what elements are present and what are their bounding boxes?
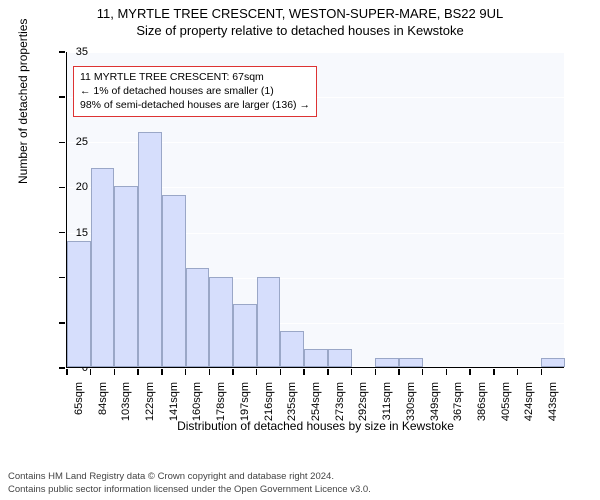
x-tick-label: 141sqm	[168, 382, 180, 422]
annotation-box: 11 MYRTLE TREE CRESCENT: 67sqm ← 1% of d…	[73, 66, 317, 117]
x-tick-label: 160sqm	[191, 382, 203, 422]
x-tick-label: 443sqm	[547, 382, 559, 422]
x-tick	[493, 369, 495, 375]
y-tick-label: 15	[48, 227, 88, 239]
x-tick-label: 65sqm	[73, 382, 85, 422]
x-tick	[66, 369, 68, 375]
plot-area: 0510152025303565sqm84sqm103sqm122sqm141s…	[66, 52, 564, 368]
x-tick	[256, 369, 258, 375]
x-tick-label: 178sqm	[215, 382, 227, 422]
y-tick-label: 25	[48, 136, 88, 148]
histogram-chart: Number of detached properties 0510152025…	[38, 46, 578, 426]
x-tick	[422, 369, 424, 375]
histogram-bar	[233, 304, 257, 367]
page-subtitle: Size of property relative to detached ho…	[0, 23, 600, 38]
x-tick	[469, 369, 471, 375]
histogram-bar	[209, 277, 233, 367]
x-tick-label: 349sqm	[429, 382, 441, 422]
y-axis-label: Number of detached properties	[16, 19, 30, 184]
x-tick	[517, 369, 519, 375]
histogram-bar	[138, 132, 162, 367]
histogram-bar	[375, 358, 399, 367]
y-tick-label: 20	[48, 181, 88, 193]
x-tick-label: 311sqm	[381, 382, 393, 422]
histogram-bar	[328, 349, 352, 367]
annotation-line: ← 1% of detached houses are smaller (1)	[80, 84, 310, 98]
x-tick-label: 122sqm	[144, 382, 156, 422]
x-tick-label: 84sqm	[97, 382, 109, 422]
x-tick	[185, 369, 187, 375]
x-tick-label: 367sqm	[452, 382, 464, 422]
x-tick-label: 292sqm	[357, 382, 369, 422]
x-tick	[398, 369, 400, 375]
x-tick	[375, 369, 377, 375]
x-tick-label: 330sqm	[405, 382, 417, 422]
histogram-bar	[162, 195, 186, 367]
x-tick-label: 254sqm	[310, 382, 322, 422]
histogram-bar	[280, 331, 304, 367]
x-tick	[232, 369, 234, 375]
x-tick	[90, 369, 92, 375]
histogram-bar	[541, 358, 565, 367]
annotation-line: 11 MYRTLE TREE CRESCENT: 67sqm	[80, 70, 310, 84]
page-title: 11, MYRTLE TREE CRESCENT, WESTON-SUPER-M…	[0, 6, 600, 21]
x-tick	[137, 369, 139, 375]
x-tick-label: 216sqm	[263, 382, 275, 422]
y-tick-label: 35	[48, 46, 88, 58]
histogram-bar	[114, 186, 138, 367]
histogram-bar	[91, 168, 115, 367]
x-axis-label: Distribution of detached houses by size …	[67, 419, 564, 433]
x-tick-label: 386sqm	[476, 382, 488, 422]
footer-attribution: Contains HM Land Registry data © Crown c…	[8, 471, 371, 496]
x-tick-label: 424sqm	[523, 382, 535, 422]
x-tick	[209, 369, 211, 375]
histogram-bar	[399, 358, 423, 367]
x-tick	[541, 369, 543, 375]
x-tick	[161, 369, 163, 375]
x-tick-label: 405sqm	[500, 382, 512, 422]
x-tick	[280, 369, 282, 375]
histogram-bar	[186, 268, 210, 367]
x-tick	[114, 369, 116, 375]
x-tick-label: 273sqm	[334, 382, 346, 422]
x-tick-label: 197sqm	[239, 382, 251, 422]
x-tick	[303, 369, 305, 375]
histogram-bar	[257, 277, 281, 367]
x-tick-label: 235sqm	[286, 382, 298, 422]
x-tick	[446, 369, 448, 375]
x-tick-label: 103sqm	[120, 382, 132, 422]
histogram-bar	[304, 349, 328, 367]
histogram-bar	[67, 241, 91, 367]
x-tick	[351, 369, 353, 375]
footer-line: Contains HM Land Registry data © Crown c…	[8, 471, 371, 483]
annotation-line: 98% of semi-detached houses are larger (…	[80, 98, 310, 112]
footer-line: Contains public sector information licen…	[8, 484, 371, 496]
x-tick	[327, 369, 329, 375]
gridline	[67, 52, 564, 53]
